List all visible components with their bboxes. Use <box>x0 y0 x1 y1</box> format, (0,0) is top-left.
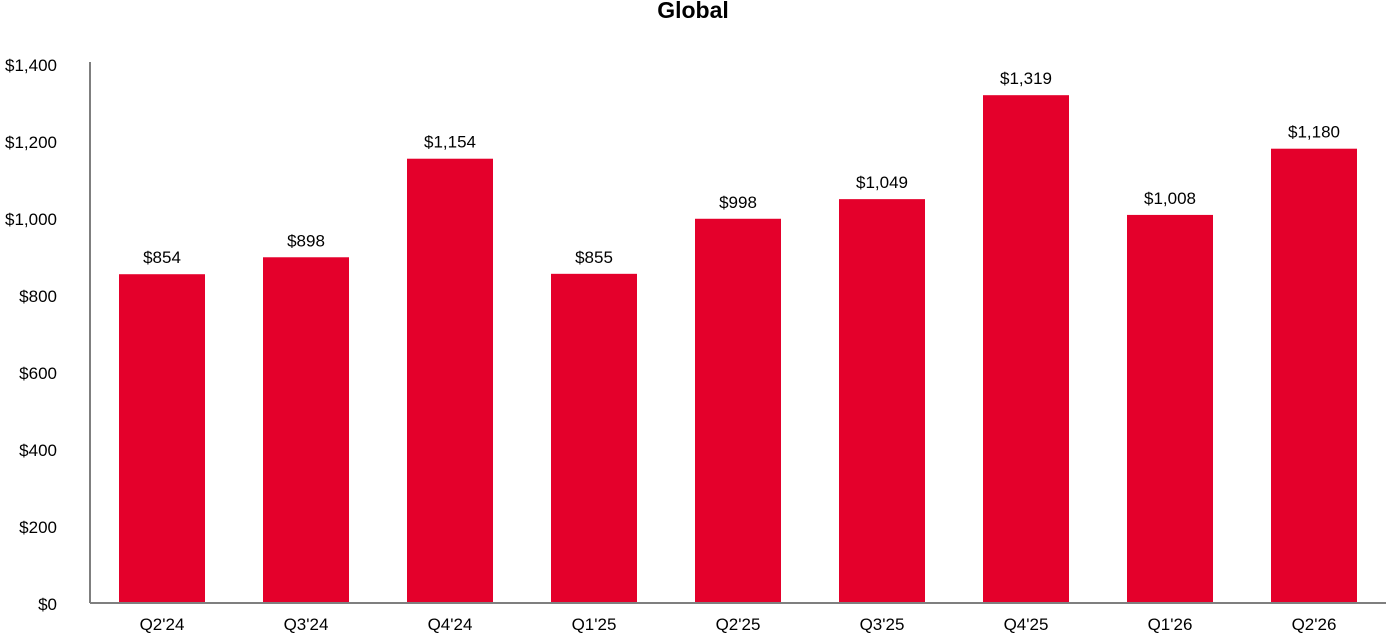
data-label-6: $1,319 <box>1000 69 1052 88</box>
bar-5 <box>839 199 925 603</box>
x-tick-label-0: Q2'24 <box>140 615 185 634</box>
x-tick-label-6: Q4'25 <box>1004 615 1049 634</box>
data-labels-group: $854 $898 $1,154 $855 $998 $1,049 $1,319 $1,008… <box>143 69 1340 267</box>
data-label-1: $898 <box>287 231 325 250</box>
bar-7 <box>1127 214 1213 604</box>
bar-8 <box>1271 148 1357 603</box>
x-tick-label-2: Q4'24 <box>428 615 473 634</box>
x-tick-label-4: Q2'25 <box>716 615 761 634</box>
x-tick-label-7: Q1'26 <box>1148 615 1193 634</box>
y-tick-label-0: $0 <box>38 595 57 614</box>
y-tick-label-5: $1,000 <box>5 210 57 229</box>
bar-3 <box>551 273 637 603</box>
bar-4 <box>695 218 781 603</box>
y-tick-label-1: $200 <box>19 518 57 537</box>
data-label-2: $1,154 <box>424 133 476 152</box>
data-label-4: $998 <box>719 193 757 212</box>
y-tick-label-2: $400 <box>19 441 57 460</box>
bar-0 <box>119 274 205 603</box>
bars-group <box>119 95 1357 604</box>
x-tick-label-1: Q3'24 <box>284 615 329 634</box>
bar-2 <box>407 158 493 603</box>
bar-6 <box>983 95 1069 603</box>
data-label-0: $854 <box>143 248 181 267</box>
axes-group <box>89 62 1386 604</box>
x-tick-label-5: Q3'25 <box>860 615 905 634</box>
bar-1 <box>263 257 349 603</box>
x-tick-label-3: Q1'25 <box>572 615 617 634</box>
data-label-5: $1,049 <box>856 173 908 192</box>
y-tick-labels-group: $0 $200 $400 $600 $800 $1,000 $1,200 $1,400 <box>5 56 57 614</box>
data-label-7: $1,008 <box>1144 189 1196 208</box>
x-tick-labels-group: Q2'24 Q3'24 Q4'24 Q1'25 Q2'25 Q3'25 Q4'25 Q1'26… <box>140 615 1337 634</box>
y-tick-label-4: $800 <box>19 287 57 306</box>
x-tick-label-8: Q2'26 <box>1292 615 1337 634</box>
data-label-8: $1,180 <box>1288 123 1340 142</box>
chart-title: Global <box>657 0 729 23</box>
y-tick-label-7: $1,400 <box>5 56 57 75</box>
data-label-3: $855 <box>575 248 613 267</box>
y-tick-label-6: $1,200 <box>5 133 57 152</box>
y-tick-label-3: $600 <box>19 364 57 383</box>
